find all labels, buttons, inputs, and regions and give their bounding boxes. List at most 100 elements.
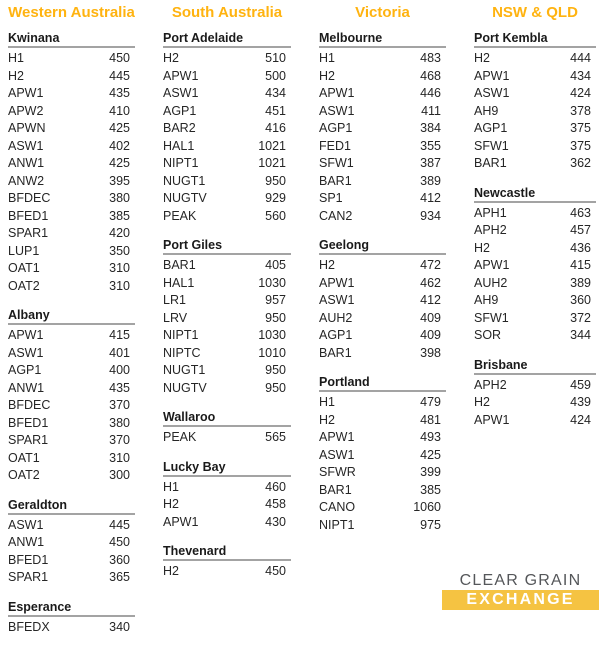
price-value: 479 <box>420 395 441 409</box>
price-row: OAT2 300 <box>8 467 135 485</box>
price-row: SPAR1 420 <box>8 225 135 243</box>
price-row: AUH2 389 <box>474 275 596 293</box>
price-row: NIPT1 1030 <box>163 327 291 345</box>
commodity-code: H2 <box>319 258 335 272</box>
price-row: APW1 424 <box>474 412 596 430</box>
price-value: 365 <box>109 570 130 584</box>
price-row: SFW1 372 <box>474 310 596 328</box>
price-row: HAL1 1030 <box>163 275 291 293</box>
commodity-code: AGP1 <box>474 121 508 135</box>
commodity-code: CANO <box>319 500 356 514</box>
price-value: 389 <box>420 173 441 188</box>
price-value: 362 <box>570 156 591 170</box>
commodity-code: LR1 <box>163 293 186 307</box>
price-value: 425 <box>420 447 441 462</box>
price-value: 1021 <box>258 138 286 153</box>
price-row: ANW1 435 <box>8 380 135 398</box>
price-row: BFDEC 380 <box>8 190 135 208</box>
price-value: 430 <box>265 514 286 529</box>
commodity-code: BAR1 <box>319 173 352 188</box>
price-value: 560 <box>265 208 286 223</box>
commodity-code: CAN2 <box>319 208 353 223</box>
price-row: APH1 463 <box>474 205 596 223</box>
price-value: 300 <box>109 468 130 482</box>
commodity-code: H2 <box>474 240 490 255</box>
price-row: H2 510 <box>163 50 291 68</box>
commodity-code: NIPT1 <box>319 517 355 532</box>
port-header-esperance: Esperance <box>8 600 135 617</box>
price-row: ANW1 450 <box>8 534 135 552</box>
commodity-code: BAR2 <box>163 121 196 135</box>
commodity-code: BFED1 <box>8 208 49 223</box>
price-value: 375 <box>570 138 591 153</box>
port-section-wallaroo: Wallaroo PEAK 565 <box>163 410 291 447</box>
price-row: APW1 434 <box>474 68 596 86</box>
commodity-code: ANW1 <box>8 156 45 170</box>
commodity-code: NUGTV <box>163 191 207 205</box>
price-value: 1060 <box>413 500 441 514</box>
price-row: NUGTV 929 <box>163 190 291 208</box>
commodity-code: AGP1 <box>319 121 353 135</box>
price-row: AGP1 400 <box>8 362 135 380</box>
port-section-albany: Albany APW1 415 ASW1 401 AGP1 400 ANW1 435 BFDEC 3… <box>8 308 135 485</box>
price-value: 340 <box>109 619 130 634</box>
price-row: ASW1 411 <box>319 103 446 121</box>
commodity-code: OAT1 <box>8 261 40 275</box>
commodity-code: LRV <box>163 310 188 325</box>
price-row: SP1 412 <box>319 190 446 208</box>
commodity-code: APH2 <box>474 377 507 392</box>
price-value: 1030 <box>258 328 286 342</box>
commodity-code: BFED1 <box>8 415 49 430</box>
port-section-geraldton: Geraldton ASW1 445 ANW1 450 BFED1 360 SPAR1 365 <box>8 498 135 587</box>
clear-grain-exchange-logo: CLEAR GRAIN EXCHANGE <box>442 572 599 610</box>
commodity-code: NIPT1 <box>163 156 199 170</box>
price-row: AGP1 384 <box>319 120 446 138</box>
price-value: 360 <box>570 293 591 307</box>
price-row: H1 460 <box>163 479 291 497</box>
price-row: H2 439 <box>474 394 596 412</box>
price-row: BAR1 389 <box>319 173 446 191</box>
price-row: BAR1 405 <box>163 257 291 275</box>
port-section-geelong: Geelong H2 472 APW1 462 ASW1 412 AUH2 409 AGP1 409… <box>319 238 446 362</box>
commodity-code: BFDEC <box>8 398 51 412</box>
price-value: 481 <box>420 412 441 427</box>
price-row: H2 472 <box>319 257 446 275</box>
price-row: BAR1 385 <box>319 482 446 500</box>
commodity-code: PEAK <box>163 208 197 223</box>
price-row: APW1 500 <box>163 68 291 86</box>
commodity-code: ASW1 <box>319 447 355 462</box>
commodity-code: APW1 <box>474 258 510 272</box>
price-row: OAT2 310 <box>8 278 135 296</box>
price-row: APW2 410 <box>8 103 135 121</box>
price-row: CANO 1060 <box>319 499 446 517</box>
region-header-south-australia: South Australia <box>171 4 283 21</box>
price-value: 435 <box>109 380 130 395</box>
commodity-code: H1 <box>319 395 335 409</box>
port-section-portland: Portland H1 479 H2 481 APW1 493 ASW1 425 SFWR 399 B… <box>319 375 446 534</box>
commodity-code: SPAR1 <box>8 226 49 240</box>
commodity-code: SFW1 <box>474 138 509 153</box>
port-section-port-kembla: Port Kembla H2 444 APW1 434 ASW1 424 AH9 378 AGP1… <box>474 31 596 173</box>
price-row: H2 458 <box>163 496 291 514</box>
commodity-code: APW1 <box>474 68 510 83</box>
price-row: H2 444 <box>474 50 596 68</box>
price-value: 415 <box>570 258 591 272</box>
price-value: 384 <box>420 121 441 135</box>
commodity-code: BFED1 <box>8 552 49 567</box>
region-column-western-australia: Western Australia Kwinana H1 450 H2 445 APW1 43… <box>8 5 135 649</box>
commodity-code: SFW1 <box>474 310 509 325</box>
price-value: 380 <box>109 191 130 205</box>
port-header-wallaroo: Wallaroo <box>163 410 291 427</box>
price-value: 410 <box>109 103 130 118</box>
port-section-port-giles: Port Giles BAR1 405 HAL1 1030 LR1 957 LRV 950 NIP… <box>163 238 291 397</box>
commodity-code: APW1 <box>8 86 44 100</box>
price-row: APW1 435 <box>8 85 135 103</box>
price-row: AGP1 375 <box>474 120 596 138</box>
price-row: ASW1 445 <box>8 517 135 535</box>
price-row: APW1 415 <box>8 327 135 345</box>
price-value: 459 <box>570 377 591 392</box>
region-column-victoria: Victoria Melbourne H1 483 H2 468 APW1 446 ASW1 41… <box>319 5 446 649</box>
commodity-code: BAR1 <box>319 482 352 497</box>
price-value: 360 <box>109 552 130 567</box>
port-header-melbourne: Melbourne <box>319 31 446 48</box>
